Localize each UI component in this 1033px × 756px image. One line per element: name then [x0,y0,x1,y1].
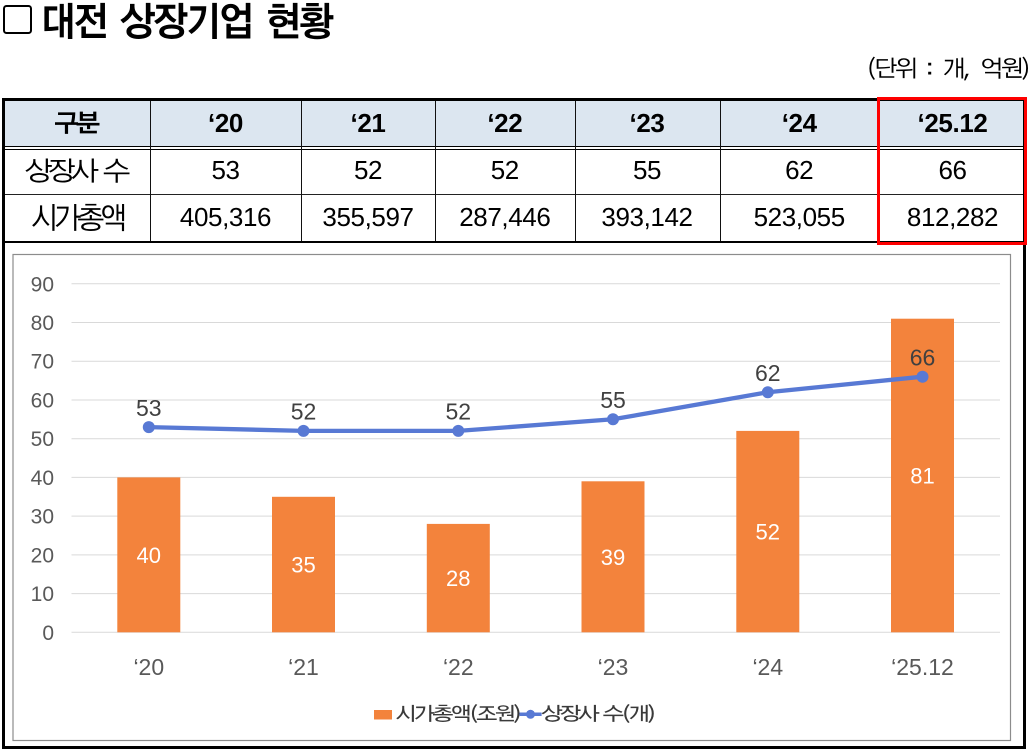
svg-text:52: 52 [446,399,472,425]
svg-text:62: 62 [755,360,781,386]
svg-text:‘20: ‘20 [133,654,164,680]
svg-text:81: 81 [910,464,934,489]
svg-text:35: 35 [291,553,315,578]
svg-text:52: 52 [291,399,317,425]
svg-text:‘22: ‘22 [443,654,474,680]
svg-text:39: 39 [601,545,625,570]
svg-text:50: 50 [31,428,54,451]
svg-text:66: 66 [910,344,936,370]
svg-text:30: 30 [31,506,54,529]
svg-text:0: 0 [42,622,54,645]
svg-text:10: 10 [31,583,54,606]
svg-text:60: 60 [31,390,54,413]
svg-text:80: 80 [31,312,54,335]
svg-text:53: 53 [136,395,162,421]
svg-text:‘24: ‘24 [752,654,783,680]
svg-text:‘25.12: ‘25.12 [891,654,954,680]
svg-text:40: 40 [137,543,161,568]
svg-text:40: 40 [31,467,54,490]
svg-text:‘21: ‘21 [288,654,319,680]
svg-text:70: 70 [31,351,54,374]
svg-text:55: 55 [600,387,626,413]
svg-text:28: 28 [446,566,470,591]
svg-text:90: 90 [31,273,54,296]
svg-text:52: 52 [756,520,780,545]
svg-text:‘23: ‘23 [598,654,629,680]
svg-text:20: 20 [31,544,54,567]
